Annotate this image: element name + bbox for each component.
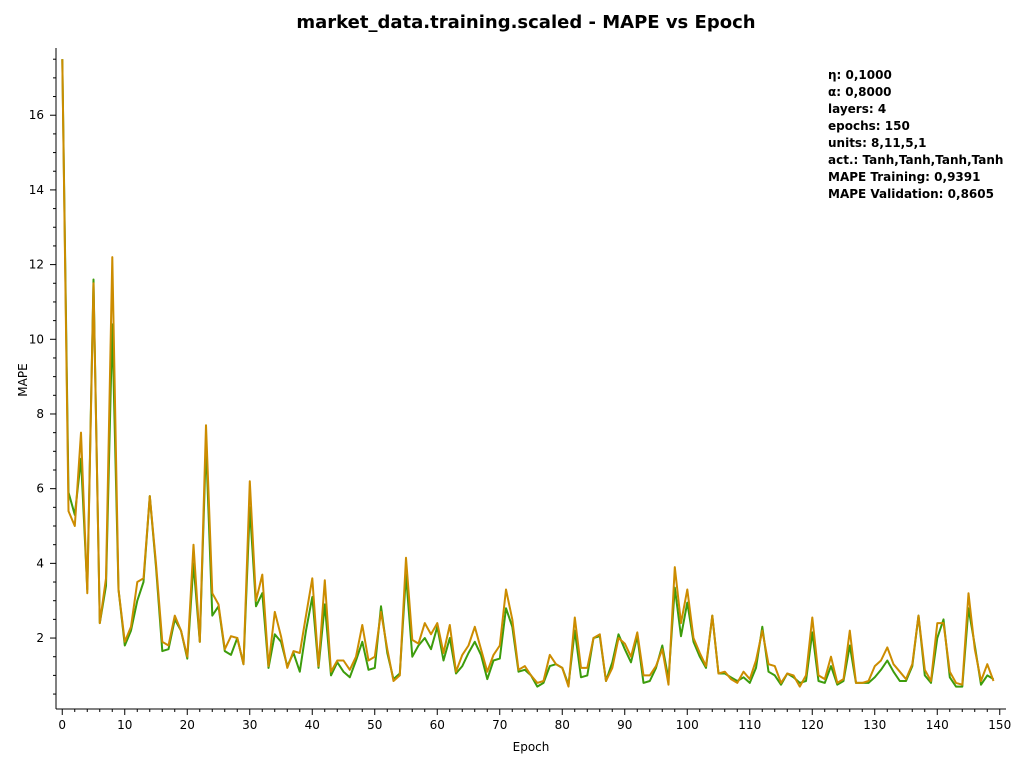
series-group xyxy=(61,59,995,688)
y-ticks: 2 4 6 8 10 12 14 16 xyxy=(29,58,56,695)
y-tick-label: 6 xyxy=(36,482,44,496)
info-line: MAPE Validation: 0,8605 xyxy=(828,187,994,201)
x-tick-label: 20 xyxy=(180,718,195,732)
series-line-1 xyxy=(61,59,995,688)
info-line: MAPE Training: 0,9391 xyxy=(828,170,980,184)
y-axis-label: MAPE xyxy=(16,363,30,396)
y-tick-label: 12 xyxy=(29,258,44,272)
x-tick-label: 0 xyxy=(58,718,66,732)
x-ticks: 0 10 20 30 40 50 60 70 80 90 100 110 120 130 140 150 xyxy=(58,709,1011,732)
x-tick-label: 80 xyxy=(555,718,570,732)
x-tick-label: 90 xyxy=(617,718,632,732)
info-line: act.: Tanh,Tanh,Tanh,Tanh xyxy=(828,153,1003,167)
x-tick-label: 100 xyxy=(676,718,699,732)
x-tick-label: 110 xyxy=(738,718,761,732)
x-tick-label: 10 xyxy=(117,718,132,732)
y-tick-label: 10 xyxy=(29,332,44,346)
chart-title: market_data.training.scaled - MAPE vs Ep… xyxy=(296,12,755,33)
x-tick-label: 150 xyxy=(988,718,1011,732)
x-tick-label: 30 xyxy=(242,718,257,732)
info-line: layers: 4 xyxy=(828,102,886,116)
info-line: epochs: 150 xyxy=(828,119,910,133)
x-tick-label: 70 xyxy=(492,718,507,732)
x-tick-label: 60 xyxy=(430,718,445,732)
plot-area xyxy=(55,48,1006,710)
info-box: η: 0,1000 α: 0,8000 layers: 4 epochs: 150 un… xyxy=(828,68,1003,201)
y-tick-label: 4 xyxy=(36,556,44,570)
y-tick-label: 8 xyxy=(36,407,44,421)
series-line-2 xyxy=(61,59,995,688)
x-tick-label: 50 xyxy=(367,718,382,732)
y-tick-label: 2 xyxy=(36,631,44,645)
y-tick-label: 14 xyxy=(29,183,44,197)
info-line: η: 0,1000 xyxy=(828,68,892,82)
x-tick-label: 130 xyxy=(863,718,886,732)
x-axis-label: Epoch xyxy=(513,740,550,754)
x-tick-label: 140 xyxy=(926,718,949,732)
y-tick-label: 16 xyxy=(29,108,44,122)
x-tick-label: 120 xyxy=(801,718,824,732)
info-line: units: 8,11,5,1 xyxy=(828,136,926,150)
info-line: α: 0,8000 xyxy=(828,85,892,99)
x-tick-label: 40 xyxy=(305,718,320,732)
